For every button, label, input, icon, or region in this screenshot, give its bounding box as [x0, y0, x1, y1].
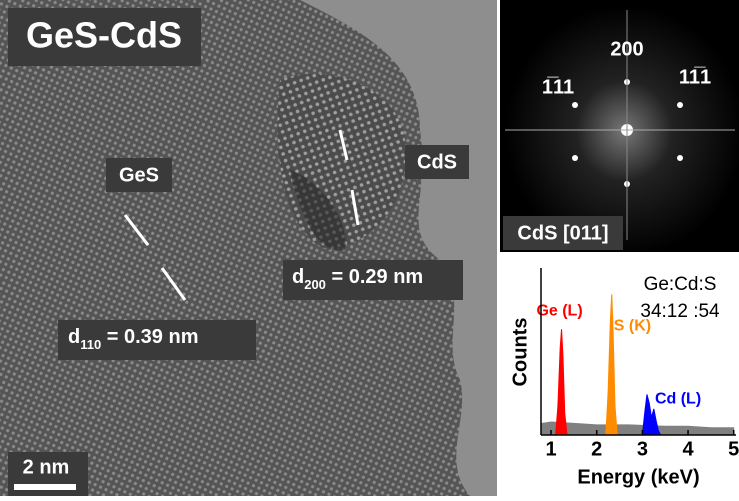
fft-panel: 200 1̅11 11̅1 CdS [011]	[500, 0, 739, 252]
scale-bar-label: 2 nm	[23, 456, 70, 478]
figure: GeS-CdS GeS CdS d200 = 0.29 nm d110 = 0.…	[0, 0, 739, 496]
phase-label: GeS	[119, 164, 159, 186]
scale-bar	[14, 484, 76, 490]
x-tick-label: 3	[637, 438, 648, 460]
tem-image: GeS-CdS GeS CdS d200 = 0.29 nm d110 = 0.…	[0, 0, 497, 496]
fft-spot-label: 1̅11	[542, 76, 574, 98]
x-tick-label: 5	[728, 438, 739, 460]
x-tick-label: 4	[682, 438, 694, 460]
d-value: = 0.39 nm	[101, 326, 198, 348]
d-sub: 110	[80, 337, 101, 352]
x-tick-label: 1	[545, 438, 556, 460]
peak-label: Cd (L)	[655, 391, 701, 408]
x-tick-label: 2	[591, 438, 602, 460]
tem-title: GeS-CdS	[26, 15, 182, 56]
annotation: 34:12 :54	[640, 301, 720, 322]
zone-axis: CdS [011]	[517, 222, 608, 244]
d-symbol: d	[68, 326, 80, 348]
phase-label: CdS	[417, 151, 457, 173]
annotation: Ge:Cd:S	[644, 274, 717, 295]
fft-spot-label: 11̅1	[679, 66, 711, 88]
x-axis-label: Energy (keV)	[577, 466, 699, 488]
peak-label: Ge (L)	[536, 302, 582, 319]
d-value: = 0.29 nm	[326, 266, 423, 288]
d-symbol: d	[292, 266, 304, 288]
d-sub: 200	[304, 277, 326, 292]
fft-spot-label: 200	[610, 38, 643, 60]
y-axis-label: Counts	[509, 318, 531, 387]
